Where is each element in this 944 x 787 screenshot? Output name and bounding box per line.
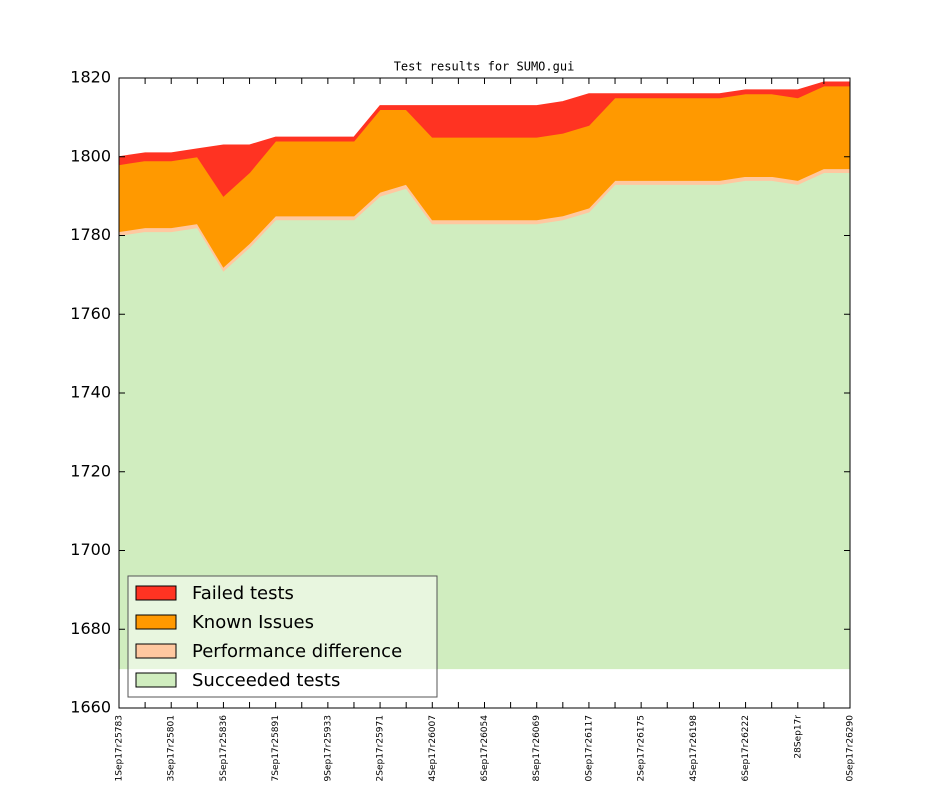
x-tick-label: 9Sep17r25933: [323, 715, 333, 781]
legend-swatch: [135, 672, 177, 688]
legend-label: Succeeded tests: [192, 670, 340, 691]
x-tick-label: 1Sep17r25783: [115, 715, 125, 781]
x-tick-label: 8Sep17r26069: [532, 715, 542, 782]
y-tick-label: 1760: [70, 304, 111, 323]
legend-swatch: [135, 614, 177, 630]
legend-label: Performance difference: [192, 641, 402, 662]
y-tick-label: 1720: [70, 461, 111, 480]
y-tick-label: 1780: [70, 225, 111, 244]
x-tick-label: 5Sep17r25836: [219, 715, 229, 782]
y-tick-label: 1800: [70, 146, 111, 165]
y-tick-label: 1680: [70, 619, 111, 638]
y-tick-label: 1820: [70, 68, 111, 87]
legend: Failed tests Known Issues Performance diff…: [127, 575, 438, 698]
y-tick-label: 1740: [70, 383, 111, 402]
x-tick-label: 4Sep17r26198: [689, 715, 699, 782]
x-tick-label: 0Sep17r26290: [846, 715, 856, 782]
x-tick-label: 3Sep17r25801: [167, 715, 177, 781]
x-tick-label: 2Sep17r26175: [637, 715, 647, 781]
legend-box: [127, 575, 438, 698]
y-tick-label: 1700: [70, 540, 111, 559]
x-tick-label: 0Sep17r26117: [584, 715, 594, 781]
x-tick-label: 28Sep17r: [793, 715, 803, 759]
x-tick-label: 7Sep17r25891: [271, 715, 281, 781]
x-tick-label: 4Sep17r26007: [428, 715, 438, 781]
y-tick-label: 1660: [70, 698, 111, 717]
chart-title: Test results for SUMO.gui: [394, 60, 575, 74]
x-tick-label: 2Sep17r25971: [376, 715, 386, 781]
legend-swatch: [135, 585, 177, 601]
legend-label: Known Issues: [192, 612, 314, 633]
x-tick-label: 6Sep17r26054: [480, 715, 490, 782]
legend-label: Failed tests: [192, 583, 294, 604]
legend-swatch: [135, 643, 177, 659]
x-tick-label: 6Sep17r26222: [741, 715, 751, 781]
